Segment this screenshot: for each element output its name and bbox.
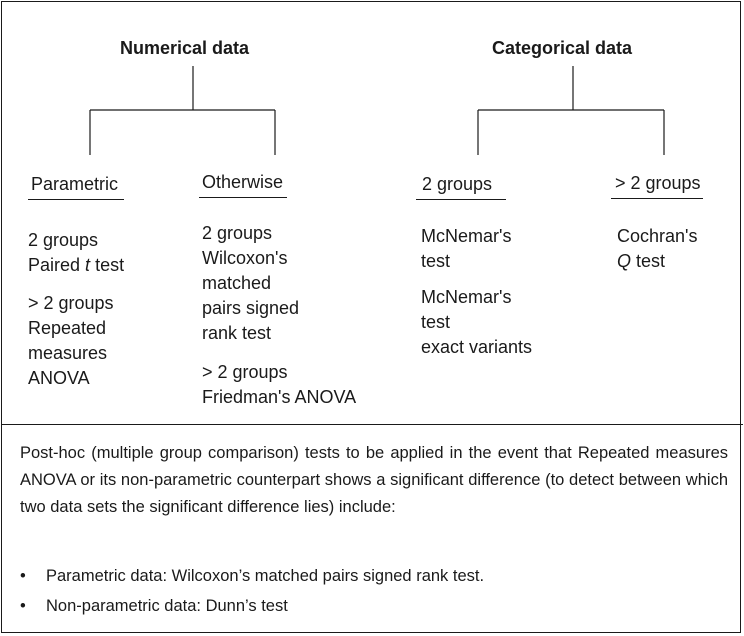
two-groups-heading: 2 groups xyxy=(416,174,507,200)
section-divider xyxy=(1,424,743,425)
two-groups-line: McNemar's xyxy=(421,287,512,307)
two-groups-line: exact variants xyxy=(421,337,533,357)
otherwise-line: > 2 groups xyxy=(202,362,288,382)
otherwise-line: Wilcoxon's xyxy=(202,248,288,268)
categorical-data-title: Categorical data xyxy=(492,38,633,58)
otherwise-line: matched xyxy=(202,273,272,293)
bullet-item: • Non-parametric data: Dunn’s test xyxy=(20,597,288,615)
parametric-line: measures xyxy=(28,343,108,363)
parametric-line: ANOVA xyxy=(28,368,90,388)
parametric-block-more: > 2 groups Repeated measures ANOVA xyxy=(28,291,114,391)
otherwise-line: pairs signed xyxy=(202,298,300,318)
bullet-dot: • xyxy=(20,567,26,585)
parametric-line: 2 groups xyxy=(28,230,99,250)
otherwise-block-more: > 2 groups Friedman's ANOVA xyxy=(202,360,356,410)
bullet-dot: • xyxy=(20,597,26,615)
more-groups-line: Cochran's xyxy=(617,226,698,246)
more-groups-block: Cochran's Q test xyxy=(617,224,697,274)
numerical-data-title: Numerical data xyxy=(120,38,250,58)
otherwise-block: 2 groups Wilcoxon's matched pairs signed… xyxy=(202,221,299,346)
cochran-q-test: Q test xyxy=(617,251,666,271)
two-groups-line: test xyxy=(421,251,451,271)
otherwise-line: rank test xyxy=(202,323,272,343)
two-groups-block: McNemar's test xyxy=(421,224,511,274)
two-groups-block-exact: McNemar's test exact variants xyxy=(421,285,532,360)
otherwise-heading: Otherwise xyxy=(199,172,288,198)
otherwise-line: Friedman's ANOVA xyxy=(202,387,357,407)
bullet-item: • Parametric data: Wilcoxon’s matched pai… xyxy=(20,567,485,585)
parametric-block: 2 groups Paired t test xyxy=(28,228,124,278)
two-groups-line: McNemar's xyxy=(421,226,512,246)
parametric-line: > 2 groups xyxy=(28,293,114,313)
parametric-line: Repeated xyxy=(28,318,107,338)
post-hoc-note: Post-hoc (multiple group comparison) tes… xyxy=(20,444,728,516)
two-groups-line: test xyxy=(421,312,451,332)
parametric-heading: Parametric xyxy=(28,174,125,200)
more-groups-heading: > 2 groups xyxy=(611,173,703,199)
otherwise-line: 2 groups xyxy=(202,223,273,243)
paired-t-test: Paired t test xyxy=(28,255,125,275)
